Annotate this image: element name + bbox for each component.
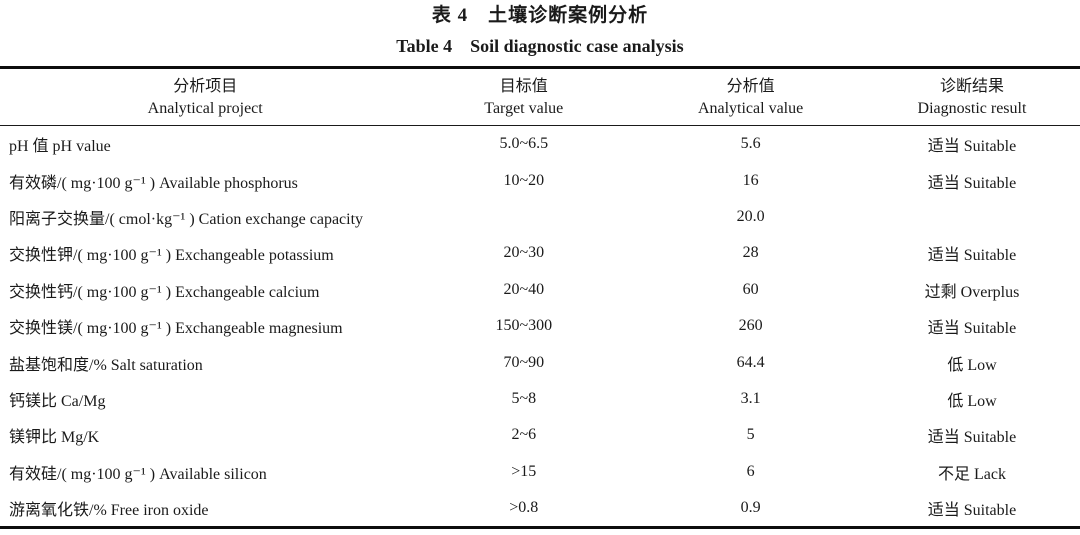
table-row: 游离氧化铁/% Free iron oxide >0.8 0.9 适当 Suit… xyxy=(0,490,1080,528)
target-value-cell: >15 xyxy=(511,462,537,480)
table-body: pH 值 pH value 5.0~6.5 5.6 适当 Suitable 有效… xyxy=(0,126,1080,528)
table-title-en: Table 4 Soil diagnostic case analysis xyxy=(396,36,684,56)
analytical-value-cell: 260 xyxy=(738,317,763,335)
project-cell: 有效磷/( mg·100 g⁻¹ ) Available phosphorus xyxy=(9,174,298,192)
header-cell-analytical: 分析值 Analytical value xyxy=(637,67,864,126)
analytical-value-cell: 20.0 xyxy=(736,207,765,225)
project-cell: 游离氧化铁/% Free iron oxide xyxy=(9,502,209,520)
diagnostic-result-cell: 适当 Suitable xyxy=(927,138,1017,156)
table-row: 有效磷/( mg·100 g⁻¹ ) Available phosphorus … xyxy=(0,162,1080,198)
target-value-cell: 20~30 xyxy=(503,244,545,262)
header-analytical-zh: 分析值 xyxy=(726,77,775,95)
header-analytical-en: Analytical value xyxy=(697,99,804,117)
diagnostic-result-cell: 不足 Lack xyxy=(938,465,1006,483)
table-row: 交换性钙/( mg·100 g⁻¹ ) Exchangeable calcium… xyxy=(0,272,1080,308)
header-diagnostic-en: Diagnostic result xyxy=(917,99,1027,117)
header-row: 分析项目 Analytical project 目标值 Target value… xyxy=(0,67,1080,126)
table-row: 阳离子交换量/( cmol·kg⁻¹ ) Cation exchange cap… xyxy=(0,199,1080,235)
target-value-cell: 5~8 xyxy=(511,389,537,407)
table-row: 交换性镁/( mg·100 g⁻¹ ) Exchangeable magnesi… xyxy=(0,308,1080,344)
table-row: 钙镁比 Ca/Mg 5~8 3.1 低 Low xyxy=(0,381,1080,417)
table-row: 盐基饱和度/% Salt saturation 70~90 64.4 低 Low xyxy=(0,344,1080,380)
analytical-value-cell: 5 xyxy=(746,426,755,444)
target-value-cell: 5.0~6.5 xyxy=(499,135,549,153)
diagnostic-result-cell: 适当 Suitable xyxy=(927,247,1017,265)
project-cell: 交换性钙/( mg·100 g⁻¹ ) Exchangeable calcium xyxy=(9,283,320,301)
analytical-value-cell: 28 xyxy=(742,244,759,262)
project-cell: pH 值 pH value xyxy=(9,138,111,156)
project-cell: 交换性镁/( mg·100 g⁻¹ ) Exchangeable magnesi… xyxy=(9,320,343,338)
table-row: 交换性钾/( mg·100 g⁻¹ ) Exchangeable potassi… xyxy=(0,235,1080,271)
header-cell-project: 分析项目 Analytical project xyxy=(0,67,411,126)
analytical-value-cell: 16 xyxy=(742,171,759,189)
table-title-zh: 表 4 土壤诊断案例分析 xyxy=(431,5,649,26)
project-cell: 交换性钾/( mg·100 g⁻¹ ) Exchangeable potassi… xyxy=(9,247,334,265)
diagnostic-result-cell: 适当 Suitable xyxy=(927,429,1017,447)
project-cell: 钙镁比 Ca/Mg xyxy=(9,392,106,410)
analytical-value-cell: 5.6 xyxy=(740,135,761,153)
table-row: 有效硅/( mg·100 g⁻¹ ) Available silicon >15… xyxy=(0,454,1080,490)
header-cell-diagnostic: 诊断结果 Diagnostic result xyxy=(863,67,1080,126)
analytical-value-cell: 60 xyxy=(742,280,759,298)
analytical-value-cell: 64.4 xyxy=(736,353,765,371)
analytical-value-cell: 3.1 xyxy=(740,389,761,407)
header-project-en: Analytical project xyxy=(147,99,263,117)
diagnostic-result-cell: 适当 Suitable xyxy=(927,320,1017,338)
header-target-zh: 目标值 xyxy=(499,77,548,95)
project-cell: 阳离子交换量/( cmol·kg⁻¹ ) Cation exchange cap… xyxy=(9,210,364,228)
table-row: pH 值 pH value 5.0~6.5 5.6 适当 Suitable xyxy=(0,126,1080,163)
header-diagnostic-zh: 诊断结果 xyxy=(939,77,1004,95)
diagnostic-result-cell: 适当 Suitable xyxy=(927,174,1017,192)
target-value-cell xyxy=(410,199,637,235)
diagnostic-result-cell: 适当 Suitable xyxy=(927,502,1017,520)
analytical-value-cell: 0.9 xyxy=(740,499,761,517)
analytical-value-cell: 6 xyxy=(746,462,755,480)
project-cell: 有效硅/( mg·100 g⁻¹ ) Available silicon xyxy=(9,465,267,483)
table-header: 分析项目 Analytical project 目标值 Target value… xyxy=(0,67,1080,126)
table-row: 镁钾比 Mg/K 2~6 5 适当 Suitable xyxy=(0,417,1080,453)
header-cell-target: 目标值 Target value xyxy=(410,67,638,126)
target-value-cell: >0.8 xyxy=(509,499,539,517)
project-cell: 镁钾比 Mg/K xyxy=(9,429,100,447)
target-value-cell: 20~40 xyxy=(503,280,545,298)
target-value-cell: 10~20 xyxy=(503,171,545,189)
header-project-zh: 分析项目 xyxy=(173,77,238,95)
header-target-en: Target value xyxy=(484,99,564,117)
project-cell: 盐基饱和度/% Salt saturation xyxy=(9,356,203,374)
diagnostic-result-cell xyxy=(864,199,1080,235)
diagnostic-result-cell: 低 Low xyxy=(947,356,997,374)
target-value-cell: 150~300 xyxy=(495,317,553,335)
diagnostic-result-cell: 低 Low xyxy=(947,392,997,410)
soil-diagnostic-table: 分析项目 Analytical project 目标值 Target value… xyxy=(0,66,1080,530)
target-value-cell: 2~6 xyxy=(511,426,537,444)
target-value-cell: 70~90 xyxy=(503,353,545,371)
diagnostic-result-cell: 过剩 Overplus xyxy=(924,283,1020,301)
